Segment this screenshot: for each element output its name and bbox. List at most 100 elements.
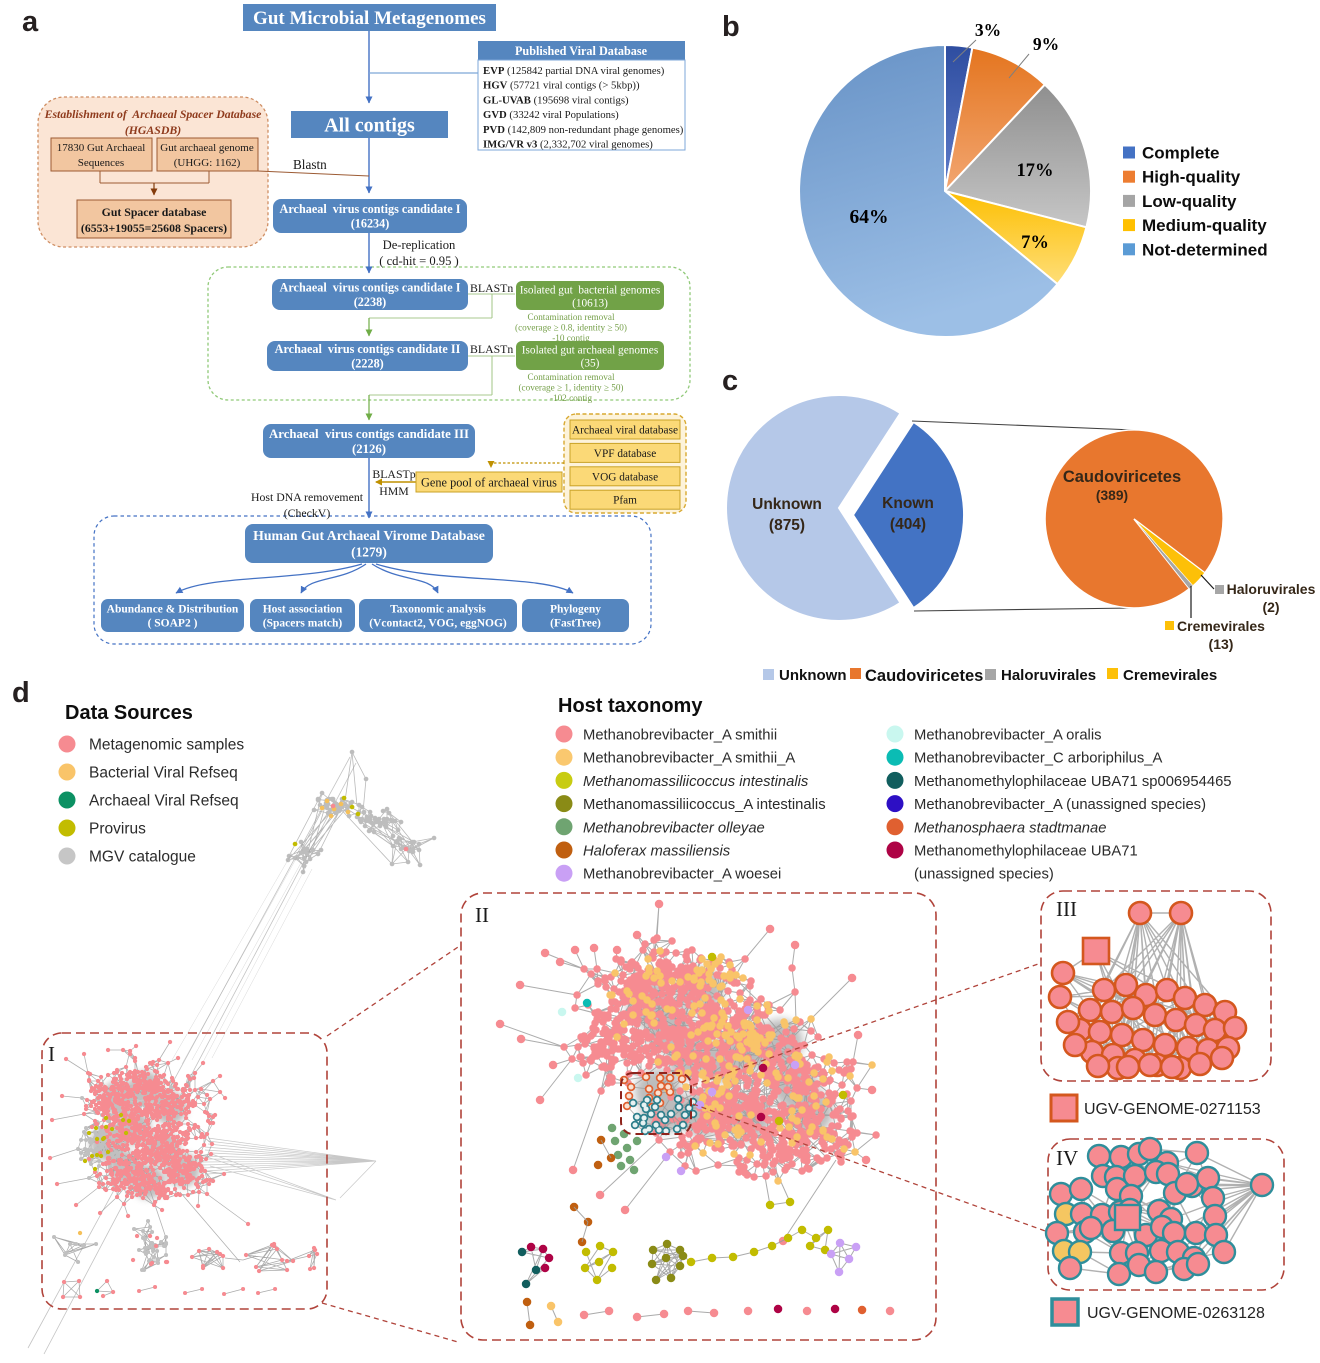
svg-text:UGV-GENOME-0271153: UGV-GENOME-0271153: [1084, 1101, 1261, 1118]
svg-text:(2): (2): [1262, 599, 1279, 615]
svg-text:BLASTn: BLASTn: [470, 342, 513, 356]
svg-text:BLASTn: BLASTn: [470, 281, 513, 295]
svg-text:64%: 64%: [850, 207, 889, 228]
svg-text:Archaeal virus contigs candid: Archaeal virus contigs candidate I: [280, 202, 461, 216]
svg-text:(coverage ≥ 1, identity ≥ 50): (coverage ≥ 1, identity ≥ 50): [519, 383, 624, 393]
svg-text:(875): (875): [769, 517, 805, 534]
svg-text:(UHGG: 1162): (UHGG: 1162): [174, 157, 241, 169]
svg-text:Not-determined: Not-determined: [1142, 240, 1268, 259]
svg-text:17%: 17%: [1017, 161, 1054, 181]
svg-text:HGV (57721 viral contigs (> 5k: HGV (57721 viral contigs (> 5kbp)): [483, 80, 640, 92]
svg-text:III: III: [1056, 897, 1077, 921]
svg-text:GL-UVAB (195698 viral contigs): GL-UVAB (195698 viral contigs): [483, 94, 629, 106]
svg-text:PVD (142,809 non-redundant pha: PVD (142,809 non-redundant phage genomes…: [483, 124, 684, 136]
svg-text:Archaeal virus contigs candid: Archaeal virus contigs candidate I: [280, 280, 461, 294]
svg-text:(16234): (16234): [351, 217, 390, 231]
svg-text:(13): (13): [1209, 636, 1234, 652]
svg-text:Published Viral Database: Published Viral Database: [515, 44, 648, 58]
svg-text:GVD (33242 viral Populations): GVD (33242 viral Populations): [483, 109, 619, 121]
svg-text:(389): (389): [1096, 488, 1128, 503]
svg-text:b: b: [722, 11, 740, 43]
svg-text:Abundance & Distribution: Abundance & Distribution: [107, 604, 239, 616]
svg-text:Unknown: Unknown: [779, 667, 847, 684]
svg-text:3%: 3%: [975, 20, 1001, 40]
svg-text:Phylogeny: Phylogeny: [550, 604, 601, 616]
svg-text:Establishment of Archaeal Spa: Establishment of Archaeal Spacer Databas…: [44, 107, 262, 121]
svg-text:Gut archaeal genome: Gut archaeal genome: [160, 142, 254, 154]
svg-text:Haloruvirales: Haloruvirales: [1227, 581, 1316, 597]
svg-text:(CheckV): (CheckV): [284, 506, 331, 520]
svg-text:Methanomethylophilaceae UBA71: Methanomethylophilaceae UBA71: [914, 844, 1138, 860]
svg-text:Contamination removal: Contamination removal: [527, 312, 614, 322]
svg-text:Host DNA removement: Host DNA removement: [251, 490, 364, 504]
svg-text:Complete: Complete: [1142, 144, 1219, 163]
svg-text:Cremevirales: Cremevirales: [1177, 618, 1265, 634]
svg-text:Sequences: Sequences: [78, 157, 124, 169]
svg-text:Isolated gut bacterial genome: Isolated gut bacterial genomes: [520, 285, 661, 297]
svg-text:(HGASDB): (HGASDB): [125, 123, 181, 137]
svg-text:EVP (125842 partial DNA viral: EVP (125842 partial DNA viral genomes): [483, 65, 665, 77]
svg-text:(6553+19055=25608 Spacers): (6553+19055=25608 Spacers): [81, 221, 227, 235]
svg-text:HMM: HMM: [379, 484, 409, 498]
svg-text:c: c: [722, 365, 738, 397]
svg-text:(Spacers match): (Spacers match): [263, 618, 343, 630]
svg-text:Caudoviricetes: Caudoviricetes: [865, 667, 983, 685]
svg-text:Methanobrevibacter_A woesei: Methanobrevibacter_A woesei: [583, 867, 781, 883]
svg-text:De-replication: De-replication: [383, 238, 456, 252]
svg-text:Metagenomic samples: Metagenomic samples: [89, 737, 244, 754]
svg-text:Pfam: Pfam: [613, 495, 637, 507]
svg-text:(35): (35): [581, 358, 600, 370]
svg-text:(10613): (10613): [572, 298, 608, 310]
svg-text:Methanomassiliicoccus intestin: Methanomassiliicoccus intestinalis: [583, 774, 809, 790]
svg-text:Archaeal viral database: Archaeal viral database: [572, 425, 678, 437]
svg-text:(404): (404): [890, 516, 926, 533]
svg-text:II: II: [475, 903, 489, 927]
svg-text:Caudoviricetes: Caudoviricetes: [1063, 468, 1181, 486]
svg-text:Low-quality: Low-quality: [1142, 192, 1237, 211]
svg-text:Blastn: Blastn: [293, 157, 327, 172]
svg-text:7%: 7%: [1021, 233, 1049, 253]
svg-text:( SOAP2 ): ( SOAP2 ): [148, 618, 198, 630]
svg-text:I: I: [48, 1042, 55, 1066]
svg-text:VPF database: VPF database: [594, 448, 656, 460]
svg-text:Archaeal virus contigs candid: Archaeal virus contigs candidate II: [275, 342, 461, 356]
svg-text:High-quality: High-quality: [1142, 168, 1241, 187]
svg-text:9%: 9%: [1033, 34, 1059, 54]
svg-text:Known: Known: [882, 495, 934, 512]
svg-text:Methanobrevibacter_A smithii_A: Methanobrevibacter_A smithii_A: [583, 751, 795, 767]
svg-text:Isolated gut archaeal genomes: Isolated gut archaeal genomes: [522, 345, 658, 357]
svg-text:17830 Gut Archaeal: 17830 Gut Archaeal: [57, 142, 146, 154]
svg-text:(Vcontact2, VOG, eggNOG): (Vcontact2, VOG, eggNOG): [369, 618, 507, 630]
svg-text:Archaeal virus contigs candid: Archaeal virus contigs candidate III: [269, 427, 469, 441]
svg-text:All contigs: All contigs: [324, 115, 415, 137]
svg-text:Methanobrevibacter_A (unassign: Methanobrevibacter_A (unassigned species…: [914, 797, 1206, 813]
svg-text:Gene pool of archaeal virus: Gene pool of archaeal virus: [421, 476, 557, 490]
svg-text:Methanosphaera stadtmanae: Methanosphaera stadtmanae: [914, 820, 1107, 836]
svg-text:VOG database: VOG database: [592, 471, 658, 483]
svg-text:Haloferax massiliensis: Haloferax massiliensis: [583, 844, 731, 860]
svg-text:Methanomethylophilaceae UBA71: Methanomethylophilaceae UBA71 sp00695446…: [914, 774, 1232, 790]
svg-text:Medium-quality: Medium-quality: [1142, 216, 1267, 235]
svg-text:Unknown: Unknown: [752, 496, 822, 513]
svg-text:Methanobrevibacter olleyae: Methanobrevibacter olleyae: [583, 820, 765, 836]
svg-text:Contamination removal: Contamination removal: [527, 372, 614, 382]
svg-text:Gut Microbial Metagenomes: Gut Microbial Metagenomes: [253, 8, 486, 29]
svg-text:Host taxonomy: Host taxonomy: [558, 695, 703, 717]
svg-text:Bacterial Viral Refseq: Bacterial Viral Refseq: [89, 765, 238, 782]
svg-text:Haloruvirales: Haloruvirales: [1001, 667, 1096, 684]
svg-text:Archaeal Viral Refseq: Archaeal Viral Refseq: [89, 793, 239, 810]
svg-text:Cremevirales: Cremevirales: [1123, 667, 1217, 684]
svg-text:-102 contig: -102 contig: [550, 393, 593, 403]
svg-text:Methanobrevibacter_A oralis: Methanobrevibacter_A oralis: [914, 728, 1102, 744]
svg-text:-10 contig: -10 contig: [552, 333, 590, 343]
svg-text:(2228): (2228): [351, 357, 384, 371]
svg-text:UGV-GENOME-0263128: UGV-GENOME-0263128: [1087, 1305, 1265, 1322]
svg-text:Methanobrevibacter_A smithii: Methanobrevibacter_A smithii: [583, 728, 777, 744]
svg-text:d: d: [12, 677, 30, 709]
svg-text:Human Gut Archaeal Virome Data: Human Gut Archaeal Virome Database: [253, 528, 485, 543]
svg-text:Gut Spacer database: Gut Spacer database: [102, 205, 207, 219]
svg-text:(unassigned species): (unassigned species): [914, 867, 1054, 883]
svg-text:(FastTree): (FastTree): [550, 618, 601, 630]
svg-text:Taxonomic analysis: Taxonomic analysis: [390, 604, 486, 616]
svg-text:Host association: Host association: [263, 604, 343, 616]
